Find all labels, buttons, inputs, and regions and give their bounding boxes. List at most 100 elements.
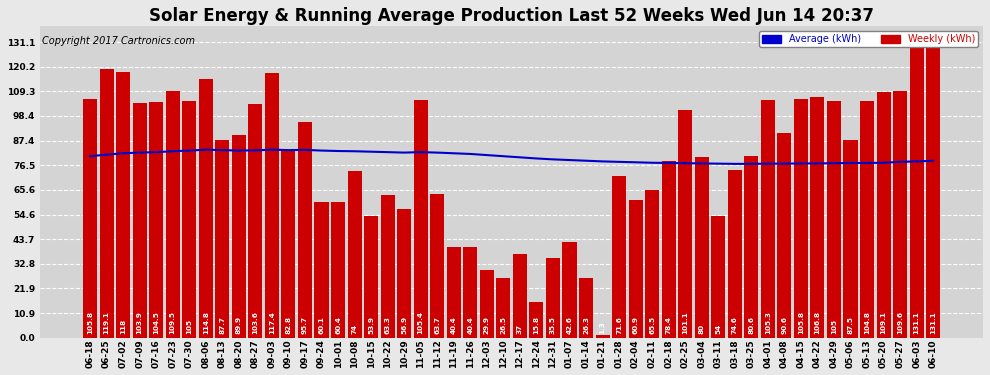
Text: 103.6: 103.6: [252, 312, 258, 334]
Text: 26.5: 26.5: [500, 316, 506, 334]
Text: 105.3: 105.3: [765, 312, 771, 334]
Text: 89.9: 89.9: [236, 316, 242, 334]
Bar: [133, 104, 147, 338]
Title: Solar Energy & Running Average Production Last 52 Weeks Wed Jun 14 20:37: Solar Energy & Running Average Productio…: [149, 7, 874, 25]
Bar: [298, 122, 312, 338]
Text: 105.8: 105.8: [87, 311, 93, 334]
Text: 42.6: 42.6: [566, 316, 572, 334]
Bar: [530, 302, 544, 338]
Text: 109.6: 109.6: [897, 311, 903, 334]
Text: 65.5: 65.5: [649, 316, 655, 334]
Text: 118: 118: [120, 319, 126, 334]
Bar: [827, 101, 842, 338]
Text: 104.8: 104.8: [864, 312, 870, 334]
Bar: [165, 91, 180, 338]
Bar: [149, 102, 163, 338]
Bar: [794, 99, 808, 338]
Bar: [843, 140, 857, 338]
Text: 119.1: 119.1: [104, 312, 110, 334]
Bar: [347, 171, 361, 338]
Text: 29.9: 29.9: [484, 316, 490, 334]
Bar: [414, 100, 428, 338]
Bar: [645, 190, 659, 338]
Bar: [661, 161, 676, 338]
Bar: [678, 110, 692, 338]
Text: 103.9: 103.9: [137, 312, 143, 334]
Bar: [463, 247, 477, 338]
Bar: [83, 99, 97, 338]
Bar: [265, 73, 279, 338]
Text: 63.3: 63.3: [385, 316, 391, 334]
Bar: [496, 278, 511, 338]
Text: 90.6: 90.6: [781, 316, 787, 334]
Bar: [248, 104, 262, 338]
Text: 40.4: 40.4: [450, 316, 456, 334]
Text: 104.5: 104.5: [153, 312, 159, 334]
Text: 105.4: 105.4: [418, 312, 424, 334]
Text: 80.6: 80.6: [748, 316, 754, 334]
Text: 26.3: 26.3: [583, 316, 589, 334]
Text: 60.4: 60.4: [335, 316, 341, 334]
Bar: [446, 247, 460, 338]
Text: 40.4: 40.4: [467, 316, 473, 334]
Bar: [927, 42, 940, 338]
Bar: [215, 140, 230, 338]
Text: 1.3: 1.3: [600, 322, 606, 334]
Bar: [380, 195, 395, 338]
Text: 109.1: 109.1: [880, 312, 887, 334]
Text: 87.7: 87.7: [220, 316, 226, 334]
Text: Copyright 2017 Cartronics.com: Copyright 2017 Cartronics.com: [42, 36, 195, 46]
Text: 105.8: 105.8: [798, 311, 804, 334]
Text: 56.9: 56.9: [401, 316, 407, 334]
Bar: [811, 97, 825, 338]
Bar: [232, 135, 246, 338]
Bar: [116, 72, 130, 338]
Bar: [281, 151, 295, 338]
Text: 74.6: 74.6: [732, 316, 738, 334]
Text: 131.1: 131.1: [931, 312, 937, 334]
Text: 82.8: 82.8: [285, 316, 291, 334]
Bar: [100, 69, 114, 338]
Bar: [695, 158, 709, 338]
Text: 74: 74: [351, 324, 357, 334]
Bar: [711, 216, 726, 338]
Bar: [876, 92, 891, 338]
Text: 106.8: 106.8: [815, 311, 821, 334]
Bar: [612, 176, 626, 338]
Text: 109.5: 109.5: [169, 311, 175, 334]
Bar: [364, 216, 378, 338]
Text: 101.1: 101.1: [682, 312, 688, 334]
Text: 15.8: 15.8: [534, 316, 540, 334]
Text: 131.1: 131.1: [914, 312, 920, 334]
Bar: [315, 202, 329, 338]
Text: 53.9: 53.9: [368, 316, 374, 334]
Text: 78.4: 78.4: [665, 316, 671, 334]
Text: 105: 105: [186, 319, 192, 334]
Bar: [562, 242, 576, 338]
Bar: [744, 156, 758, 338]
Text: 37: 37: [517, 324, 523, 334]
Text: 63.7: 63.7: [435, 316, 441, 334]
Text: 117.4: 117.4: [269, 312, 275, 334]
Text: 60.9: 60.9: [633, 316, 639, 334]
Bar: [893, 91, 907, 338]
Bar: [860, 101, 874, 338]
Text: 54: 54: [715, 324, 722, 334]
Bar: [579, 279, 593, 338]
Bar: [910, 42, 924, 338]
Bar: [199, 79, 213, 338]
Text: 114.8: 114.8: [203, 312, 209, 334]
Bar: [331, 201, 346, 338]
Text: 95.7: 95.7: [302, 316, 308, 334]
Bar: [431, 194, 445, 338]
Bar: [596, 335, 610, 338]
Text: 60.1: 60.1: [319, 316, 325, 334]
Text: 87.5: 87.5: [847, 316, 853, 334]
Bar: [761, 100, 775, 338]
Bar: [728, 170, 742, 338]
Bar: [777, 134, 791, 338]
Bar: [545, 258, 560, 338]
Text: 71.6: 71.6: [616, 316, 622, 334]
Bar: [629, 200, 643, 338]
Text: 80: 80: [699, 324, 705, 334]
